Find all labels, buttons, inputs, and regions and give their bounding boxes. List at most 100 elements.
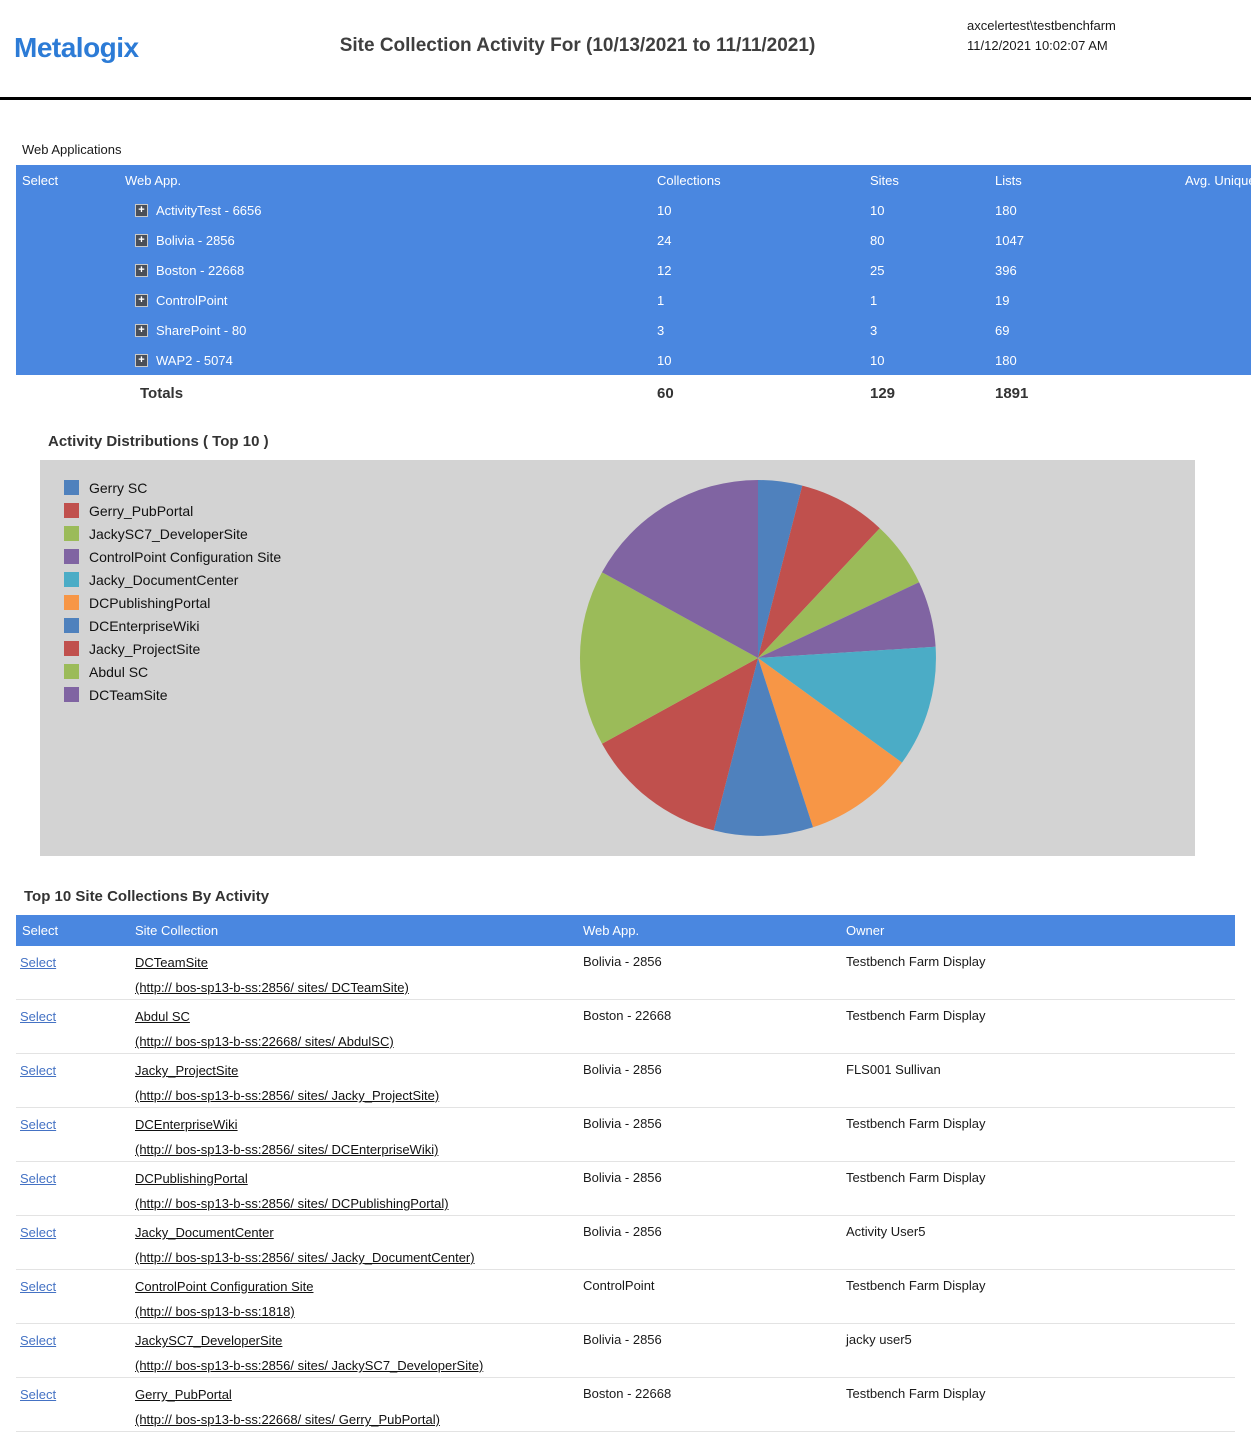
site-collection-url[interactable]: (http:// bos-sp13-b-ss:2856/ sites/ DCEn…	[135, 1142, 439, 1157]
expand-icon[interactable]: +	[135, 323, 148, 337]
select-link[interactable]: Select	[20, 1225, 57, 1240]
header-divider	[0, 97, 1251, 100]
site-collection-url[interactable]: (http:// bos-sp13-b-ss:2856/ sites/ Jack…	[135, 1088, 440, 1103]
webapp-name-cell: + Bolivia - 2856	[125, 233, 657, 248]
legend-item: DCEnterpriseWiki	[64, 617, 281, 634]
report-user: axcelertest\testbenchfarm	[967, 18, 1116, 33]
pie-slice	[758, 658, 902, 828]
select-link[interactable]: Select	[20, 1117, 57, 1132]
select-link[interactable]: Select	[20, 1171, 57, 1186]
site-collection-url[interactable]: (http:// bos-sp13-b-ss:22668/ sites/ Ger…	[135, 1412, 440, 1427]
site-collection-link[interactable]: Jacky_ProjectSite	[135, 1063, 239, 1078]
owner-cell: Testbench Farm Display	[846, 1278, 986, 1293]
legend-swatch	[64, 526, 79, 541]
webapp-name: SharePoint - 80	[156, 322, 247, 338]
webapp-totals-row: Totals 60 129 1891	[16, 375, 1251, 411]
legend-item: Gerry_PubPortal	[64, 503, 281, 519]
legend-label: DCEnterpriseWiki	[89, 617, 200, 634]
webapp-collections: 24	[657, 232, 672, 248]
legend-swatch	[64, 618, 79, 633]
legend-swatch	[64, 572, 79, 587]
pie-slice	[758, 480, 803, 658]
owner-cell: Testbench Farm Display	[846, 1170, 986, 1185]
webapp-table-body: + ActivityTest - 6656 10 10 180 + Bolivia - 28…	[16, 195, 1251, 375]
select-link[interactable]: Select	[20, 1387, 57, 1402]
top10-table-header: Select Site Collection Web App. Owner	[16, 915, 1235, 946]
legend-item: DCPublishingPortal	[64, 594, 281, 611]
metalogix-logo: Metalogix	[14, 32, 139, 63]
legend-swatch	[64, 480, 79, 495]
webapp-collections: 1	[657, 292, 665, 308]
webapp-col-webapp: Web App.	[125, 172, 182, 188]
site-collection-url[interactable]: (http:// bos-sp13-b-ss:2856/ sites/ Jack…	[135, 1358, 484, 1373]
owner-cell: Testbench Farm Display	[846, 1008, 986, 1023]
site-collection-url[interactable]: (http:// bos-sp13-b-ss:1818)	[135, 1304, 295, 1319]
legend-label: ControlPoint Configuration Site	[89, 548, 282, 565]
web-app-cell: Bolivia - 2856	[583, 1170, 662, 1185]
webapp-lists: 180	[995, 352, 1017, 368]
legend-label: Jacky_ProjectSite	[89, 640, 201, 657]
webapp-name-cell: + SharePoint - 80	[125, 323, 657, 338]
site-collection-row: Select DCPublishingPortal (http:// bos-sp1…	[16, 1162, 1235, 1216]
site-collection-link[interactable]: ControlPoint Configuration Site	[135, 1279, 314, 1294]
site-collection-link[interactable]: DCEnterpriseWiki	[135, 1117, 238, 1132]
site-collection-url[interactable]: (http:// bos-sp13-b-ss:2856/ sites/ DCPu…	[135, 1196, 449, 1211]
select-link[interactable]: Select	[20, 1333, 57, 1348]
webapp-table-header: Select Web App. Collections Sites Lists …	[16, 165, 1251, 195]
webapp-col-lists: Lists	[995, 172, 1022, 188]
page-title: Site Collection Activity For (10/13/2021…	[339, 35, 816, 56]
totals-sites: 129	[870, 384, 896, 402]
site-collection-link[interactable]: Gerry_PubPortal	[135, 1387, 232, 1402]
legend-label: DCPublishingPortal	[89, 594, 211, 611]
owner-cell: Activity User5	[846, 1224, 926, 1239]
webapp-lists: 1047	[995, 232, 1024, 248]
expand-icon[interactable]: +	[135, 233, 148, 247]
webapp-row: + ActivityTest - 6656 10 10 180	[16, 195, 1251, 225]
expand-icon[interactable]: +	[135, 293, 148, 307]
site-collection-url[interactable]: (http:// bos-sp13-b-ss:2856/ sites/ Jack…	[135, 1250, 475, 1265]
webapp-lists: 69	[995, 322, 1010, 338]
web-app-cell: Bolivia - 2856	[583, 954, 662, 969]
pie-slice	[713, 658, 813, 837]
legend-swatch	[64, 595, 79, 610]
web-app-cell: Bolivia - 2856	[583, 1332, 662, 1347]
site-collection-row: Select ControlPoint Configuration Site (ht…	[16, 1270, 1235, 1324]
webapp-collections: 10	[657, 352, 672, 368]
legend-swatch	[64, 549, 79, 564]
legend-item: Gerry SC	[64, 480, 281, 496]
activity-distributions-title: Activity Distributions ( Top 10 )	[48, 433, 269, 450]
site-collection-link[interactable]: Jacky_DocumentCenter	[135, 1225, 274, 1240]
legend-label: DCTeamSite	[89, 686, 168, 703]
site-collection-link[interactable]: JackySC7_DeveloperSite	[135, 1333, 283, 1348]
webapp-name-cell: + ActivityTest - 6656	[125, 203, 657, 218]
site-collection-link[interactable]: DCTeamSite	[135, 955, 208, 970]
expand-icon[interactable]: +	[135, 203, 148, 217]
pie-slice	[758, 485, 880, 658]
owner-cell: Testbench Farm Display	[846, 1386, 986, 1401]
site-collection-url[interactable]: (http:// bos-sp13-b-ss:2856/ sites/ DCTe…	[135, 980, 409, 995]
webapp-sites: 25	[870, 262, 885, 278]
webapp-lists: 19	[995, 292, 1010, 308]
web-app-cell: Boston - 22668	[583, 1008, 672, 1023]
site-collection-row: Select DCTeamSite (http:// bos-sp13-b-ss:2…	[16, 946, 1235, 1000]
webapp-sites: 10	[870, 202, 885, 218]
site-collection-row: Select JackySC7_DeveloperSite (http:// bos…	[16, 1324, 1235, 1378]
totals-collections: 60	[657, 384, 674, 402]
expand-icon[interactable]: +	[135, 353, 148, 367]
legend-item: Jacky_ProjectSite	[64, 640, 281, 657]
expand-icon[interactable]: +	[135, 263, 148, 277]
webapp-row: + Bolivia - 2856 24 80 1047	[16, 225, 1251, 255]
activity-pie-chart: Gerry SC Gerry_PubPortal JackySC7_Develope…	[40, 460, 1195, 856]
web-applications-table: Select Web App. Collections Sites Lists …	[16, 165, 1251, 375]
site-collection-link[interactable]: DCPublishingPortal	[135, 1171, 248, 1186]
select-link[interactable]: Select	[20, 955, 57, 970]
webapp-name: WAP2 - 5074	[156, 352, 233, 368]
site-collection-link[interactable]: Abdul SC	[135, 1009, 190, 1024]
select-link[interactable]: Select	[20, 1279, 57, 1294]
site-collection-url[interactable]: (http:// bos-sp13-b-ss:22668/ sites/ Abd…	[135, 1034, 394, 1049]
totals-lists: 1891	[995, 384, 1029, 402]
webapp-col-avg-unique: Avg. Unique	[1185, 172, 1251, 188]
select-link[interactable]: Select	[20, 1009, 57, 1024]
select-link[interactable]: Select	[20, 1063, 57, 1078]
pie-slice	[579, 572, 758, 744]
